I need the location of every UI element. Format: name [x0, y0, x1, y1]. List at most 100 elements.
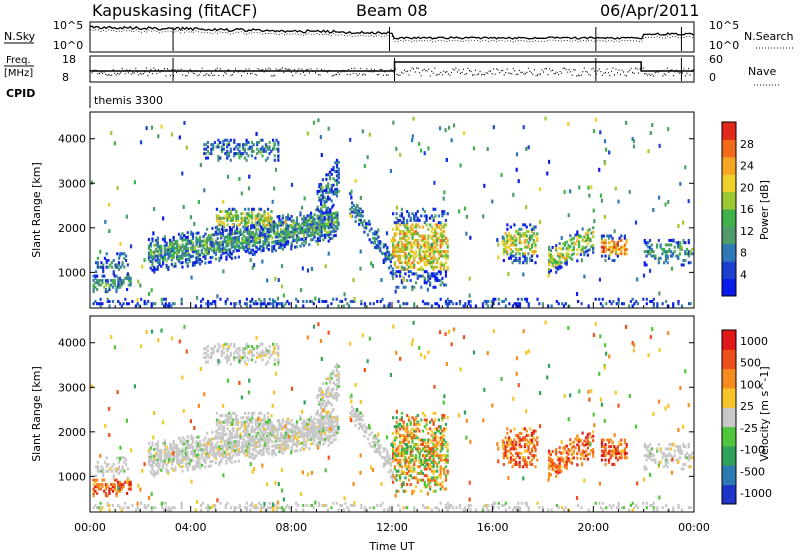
- velocity-cell: [251, 358, 253, 361]
- power-cell: [658, 239, 660, 242]
- freq-tick-top: 18: [62, 53, 76, 66]
- power-cell: [127, 263, 129, 266]
- velocity-cell: [277, 345, 279, 348]
- power-cell: [528, 145, 530, 149]
- colorbar-swatch: [722, 157, 736, 175]
- power-cell: [431, 304, 433, 307]
- power-cell: [516, 168, 518, 172]
- power-cell: [273, 146, 275, 150]
- power-cell: [529, 223, 531, 226]
- velocity-cell: [403, 421, 405, 424]
- velocity-cell: [270, 421, 272, 424]
- power-cell: [587, 186, 589, 190]
- power-cell: [330, 223, 332, 227]
- power-cell: [677, 256, 679, 260]
- power-cell: [235, 302, 237, 305]
- power-cell: [417, 239, 419, 242]
- power-cell: [582, 228, 584, 231]
- power-cell: [216, 294, 218, 298]
- power-cell: [623, 302, 625, 305]
- power-cell: [589, 248, 591, 251]
- power-cell: [635, 221, 637, 225]
- power-cell: [124, 298, 126, 301]
- power-cell: [287, 213, 289, 216]
- power-cell: [487, 147, 489, 151]
- power-cell: [464, 207, 466, 211]
- velocity-cell: [233, 343, 235, 346]
- power-cell: [336, 298, 338, 301]
- velocity-cell: [181, 465, 183, 468]
- velocity-cell: [335, 438, 337, 441]
- power-cell: [190, 215, 192, 219]
- power-cell: [267, 157, 269, 160]
- power-cell: [422, 226, 424, 229]
- power-cell: [201, 260, 203, 263]
- velocity-cell: [97, 461, 99, 464]
- power-cell: [469, 236, 471, 240]
- power-cell: [181, 261, 183, 264]
- velocity-cell: [408, 441, 410, 444]
- power-cell: [434, 286, 436, 289]
- velocity-cell: [434, 418, 436, 421]
- power-cell: [118, 257, 120, 260]
- power-cell: [396, 206, 398, 210]
- power-cell: [332, 184, 334, 187]
- power-cell: [679, 252, 681, 255]
- velocity-cell: [226, 427, 228, 430]
- velocity-cell: [406, 483, 408, 486]
- velocity-cell: [420, 418, 422, 421]
- power-cell: [272, 139, 274, 142]
- velocity-cell: [260, 412, 262, 415]
- velocity-cell: [434, 490, 436, 493]
- velocity-cell: [151, 441, 153, 444]
- power-cell: [108, 304, 110, 307]
- velocity-cell: [394, 443, 396, 446]
- power-cell: [207, 145, 209, 148]
- power-cell: [116, 252, 118, 255]
- power-cell: [534, 250, 536, 253]
- velocity-cell: [392, 416, 394, 419]
- velocity-cell: [410, 483, 412, 486]
- nave-tick-bottom: 0: [709, 71, 716, 84]
- power-cell: [117, 186, 119, 190]
- power-cell: [344, 298, 346, 301]
- velocity-cell: [239, 433, 241, 436]
- velocity-cell: [320, 387, 322, 390]
- velocity-cell: [242, 416, 244, 419]
- power-cell: [328, 252, 330, 256]
- power-cell: [652, 250, 654, 253]
- colorbar-swatch: [722, 244, 736, 262]
- power-cell: [562, 247, 564, 250]
- power-cell: [410, 217, 412, 220]
- power-cell: [646, 298, 648, 301]
- power-cell: [223, 148, 225, 151]
- power-cell: [654, 255, 656, 258]
- power-cell: [656, 243, 658, 246]
- power-cell: [216, 208, 218, 211]
- colorbar-tick: 12: [740, 225, 754, 238]
- velocity-cell: [113, 463, 115, 466]
- power-cell: [384, 244, 386, 247]
- power-cell: [107, 279, 109, 282]
- power-cell: [351, 201, 353, 204]
- power-cell: [573, 237, 575, 240]
- power-cell: [137, 280, 139, 284]
- power-cell: [362, 129, 364, 133]
- velocity-cell: [360, 423, 362, 426]
- velocity-cell: [197, 453, 199, 456]
- power-cell: [438, 214, 440, 217]
- power-cell: [522, 272, 524, 276]
- power-cell: [601, 199, 603, 203]
- velocity-cell: [107, 483, 109, 486]
- nave-points: [90, 68, 694, 76]
- power-cell: [113, 270, 115, 273]
- station-title: Kapuskasing (fitACF): [92, 1, 257, 20]
- power-cell: [225, 229, 227, 232]
- power-cell: [574, 242, 576, 245]
- colorbar-swatch: [722, 226, 736, 244]
- nsky-label: N.Sky: [4, 30, 36, 43]
- power-cell: [526, 226, 528, 229]
- velocity-cell: [355, 424, 357, 427]
- power-cell: [525, 147, 527, 151]
- power-cell: [647, 149, 649, 153]
